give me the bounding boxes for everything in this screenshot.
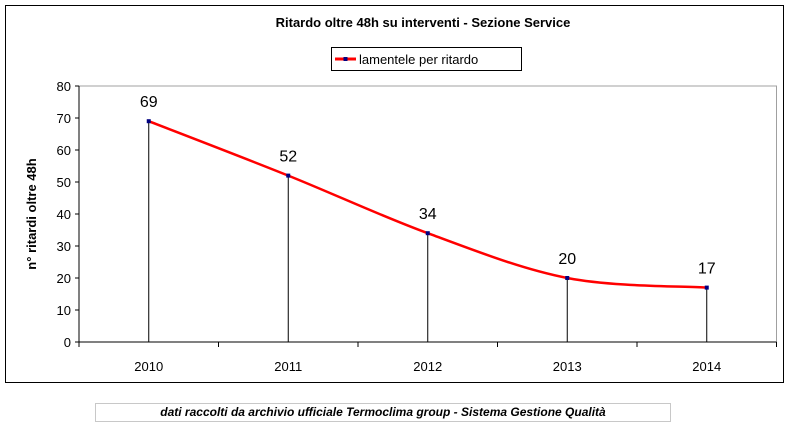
legend-marker <box>343 57 348 61</box>
chart-title: Ritardo oltre 48h su interventi - Sezion… <box>276 15 571 30</box>
legend-label: lamentele per ritardo <box>359 52 478 67</box>
y-tick-label: 40 <box>57 207 71 222</box>
data-label: 34 <box>419 206 437 223</box>
x-tick-label: 2010 <box>134 359 163 374</box>
source-caption: dati raccolti da archivio ufficiale Term… <box>95 403 671 422</box>
data-point <box>704 285 709 290</box>
x-tick-label: 2014 <box>692 359 721 374</box>
y-tick-label: 50 <box>57 175 71 190</box>
data-point <box>425 231 430 236</box>
y-tick-label: 30 <box>57 239 71 254</box>
data-point <box>565 276 570 280</box>
y-tick-label: 80 <box>57 79 71 94</box>
y-tick-label: 10 <box>57 303 71 318</box>
data-label: 52 <box>279 149 297 166</box>
data-label: 69 <box>140 94 158 111</box>
x-tick-label: 2013 <box>553 359 582 374</box>
data-label: 20 <box>558 251 576 268</box>
x-tick-label: 2011 <box>274 359 302 374</box>
y-tick-label: 0 <box>64 335 71 350</box>
y-axis-label: n° ritardi oltre 48h <box>24 158 39 269</box>
y-tick-label: 60 <box>57 143 71 158</box>
legend: lamentele per ritardo <box>331 47 522 71</box>
data-point <box>146 119 151 124</box>
y-tick-label: 70 <box>57 111 71 126</box>
data-label: 17 <box>698 261 716 278</box>
chart: Ritardo oltre 48h su interventi - Sezion… <box>5 5 784 383</box>
y-tick-label: 20 <box>57 271 71 286</box>
data-point <box>286 173 291 178</box>
x-tick-label: 2012 <box>413 359 442 374</box>
